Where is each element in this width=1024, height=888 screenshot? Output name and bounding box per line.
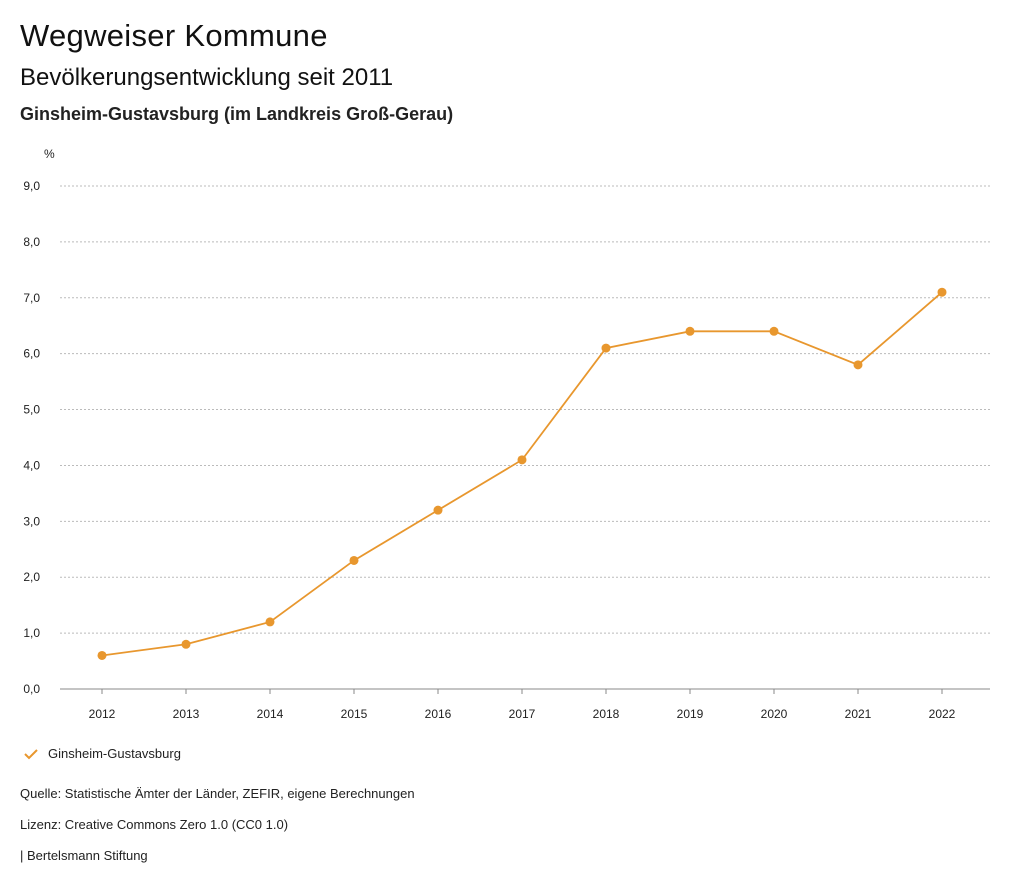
checkmark-icon — [24, 748, 38, 759]
y-tick-label: 7,0 — [23, 291, 40, 305]
y-tick-label: 8,0 — [23, 235, 40, 249]
x-tick-label: 2016 — [425, 707, 452, 720]
y-tick-label: 3,0 — [23, 514, 40, 528]
data-point[interactable] — [769, 326, 779, 336]
data-point[interactable] — [433, 505, 443, 515]
chart-series — [97, 287, 947, 660]
data-point[interactable] — [97, 650, 107, 660]
legend[interactable]: Ginsheim-Gustavsburg — [22, 746, 181, 761]
x-tick-label: 2019 — [677, 707, 704, 720]
x-tick-label: 2017 — [509, 707, 536, 720]
x-tick-label: 2013 — [173, 707, 200, 720]
y-tick-label: 1,0 — [23, 626, 40, 640]
x-tick-label: 2012 — [89, 707, 116, 720]
x-tick-label: 2022 — [929, 707, 956, 720]
x-tick-label: 2018 — [593, 707, 620, 720]
data-point[interactable] — [517, 455, 527, 465]
y-tick-label: 4,0 — [23, 458, 40, 472]
region-label: Ginsheim-Gustavsburg (im Landkreis Groß-… — [20, 104, 454, 124]
x-tick-label: 2020 — [761, 707, 788, 720]
y-tick-label: 6,0 — [23, 347, 40, 361]
y-tick-label: 0,0 — [23, 682, 40, 696]
legend-label: Ginsheim-Gustavsburg — [48, 746, 181, 761]
data-point[interactable] — [937, 287, 947, 297]
y-tick-label: 5,0 — [23, 403, 40, 417]
series-line — [101, 291, 943, 657]
x-tick-label: 2014 — [257, 707, 284, 720]
page-title: Wegweiser Kommune — [20, 18, 328, 53]
publisher-note: | Bertelsmann Stiftung — [20, 848, 148, 863]
data-point[interactable] — [853, 360, 863, 370]
y-tick-label: 9,0 — [23, 179, 40, 193]
data-point[interactable] — [601, 343, 611, 353]
y-unit-label: % — [44, 147, 55, 161]
y-axis: % 0,0 1,0 2,0 3,0 4,0 5,0 6,0 7,0 8,0 9,0 — [23, 147, 55, 696]
data-point[interactable] — [685, 326, 695, 336]
x-axis: 2012 2013 2014 2015 2016 2017 2018 2019 2020 2021… — [89, 689, 956, 720]
y-tick-label: 2,0 — [23, 570, 40, 584]
data-point[interactable] — [181, 639, 191, 649]
x-tick-label: 2021 — [845, 707, 872, 720]
source-note: Quelle: Statistische Ämter der Länder, Z… — [20, 786, 415, 801]
line-chart: % 0,0 1,0 2,0 3,0 4,0 5,0 6,0 7,0 8,0 9,0 2012 2013… — [23, 147, 990, 720]
license-note: Lizenz: Creative Commons Zero 1.0 (CC0 1… — [20, 817, 289, 832]
chart-grid — [60, 185, 990, 690]
data-point[interactable] — [349, 555, 359, 565]
data-point[interactable] — [265, 617, 275, 627]
chart-subtitle: Bevölkerungsentwicklung seit 2011 — [20, 64, 394, 91]
x-tick-label: 2015 — [341, 707, 368, 720]
